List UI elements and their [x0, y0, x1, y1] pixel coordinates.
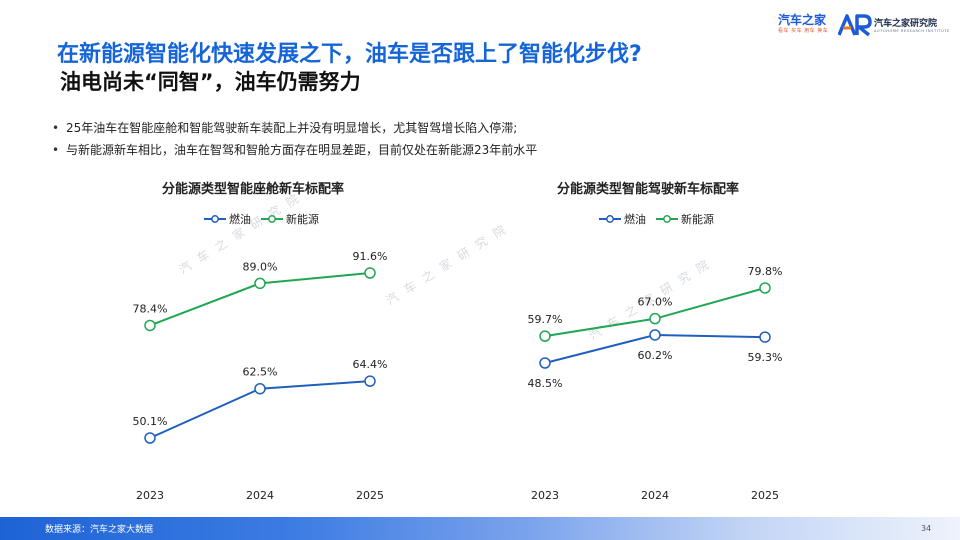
data-label-fuel: 62.5% [243, 366, 278, 379]
data-label-fuel: 64.4% [353, 358, 388, 371]
legend-item-fuel: 燃油 [204, 211, 251, 227]
footer-source: 数据来源：汽车之家大数据 [45, 525, 154, 535]
data-label-nev: 67.0% [638, 296, 673, 309]
legend-nev-line-icon [656, 215, 678, 223]
legend-item-nev: 新能源 [261, 211, 319, 227]
data-point-nev [364, 267, 376, 279]
data-point-nev [144, 319, 156, 332]
data-label-nev: 79.8% [748, 265, 783, 278]
legend-label-nev: 新能源 [286, 213, 319, 226]
data-point-nev [539, 330, 551, 342]
x-tick-label: 2023 [136, 489, 164, 502]
x-tick-label: 2025 [356, 489, 384, 502]
legend-item-fuel: 燃油 [599, 211, 646, 227]
legend-label-nev: 新能源 [681, 213, 714, 226]
autohome-logo-text: 汽车之家 [778, 13, 827, 27]
bullet-item: 与新能源新车相比，油车在智驾和智舱方面存在明显差距，目前仅处在新能源23年前水平 [52, 139, 537, 161]
data-point-fuel [649, 329, 661, 341]
legend-nev-line-icon [261, 215, 283, 223]
data-point-fuel [254, 382, 266, 395]
x-tick-label: 2024 [641, 489, 669, 502]
data-point-fuel [364, 375, 376, 387]
data-label-fuel: 48.5% [528, 377, 563, 390]
research-institute-english: AUTOHOME RESEARCH INSTITUTE [874, 29, 950, 33]
chart-legend-cockpit: 燃油 新能源 [204, 211, 319, 227]
data-label-fuel: 59.3% [748, 351, 783, 364]
data-label-nev: 78.4% [133, 302, 168, 315]
ar-logo-icon [838, 14, 872, 37]
data-point-fuel [759, 331, 771, 343]
bullet-item: 25年油车在智能座舱和智能驾驶新车装配上并没有明显增长，尤其智驾增长陷入停滞; [52, 117, 537, 139]
data-label-fuel: 50.1% [133, 415, 168, 428]
chart-legend-driving: 燃油 新能源 [599, 211, 714, 227]
data-label-fuel: 60.2% [638, 349, 673, 362]
page-number: 34 [921, 524, 932, 533]
data-point-nev [759, 282, 771, 294]
data-point-nev [649, 312, 661, 325]
page-subtitle: 油电尚未“同智”，油车仍需努力 [60, 70, 361, 94]
x-tick-label: 2024 [246, 489, 274, 502]
legend-fuel-line-icon [599, 215, 621, 223]
legend-fuel-line-icon [204, 215, 226, 223]
summary-bullets: 25年油车在智能座舱和智能驾驶新车装配上并没有明显增长，尤其智驾增长陷入停滞; … [52, 117, 537, 161]
autohome-logo: 汽车之家 看车 买车 用车 换车 [778, 14, 828, 40]
x-tick-label: 2023 [531, 489, 559, 502]
data-label-nev: 59.7% [528, 313, 563, 326]
data-point-fuel [144, 432, 156, 444]
research-institute-name: 汽车之家研究院 [874, 19, 938, 29]
page-title: 在新能源智能化快速发展之下，油车是否跟上了智能化步伐? [57, 42, 642, 67]
legend-label-fuel: 燃油 [229, 213, 251, 226]
footer-bar [0, 517, 960, 540]
data-point-fuel [539, 357, 551, 369]
legend-label-fuel: 燃油 [624, 213, 646, 226]
data-label-nev: 91.6% [353, 250, 388, 263]
autohome-logo-slogan: 看车 买车 用车 换车 [778, 28, 829, 34]
data-label-nev: 89.0% [243, 260, 278, 273]
legend-item-nev: 新能源 [656, 211, 714, 227]
data-point-nev [254, 277, 266, 290]
x-tick-label: 2025 [751, 489, 779, 502]
chart-title-cockpit: 分能源类型智能座舱新车标配率 [162, 182, 345, 197]
chart-title-driving: 分能源类型智能驾驶新车标配率 [557, 182, 740, 197]
